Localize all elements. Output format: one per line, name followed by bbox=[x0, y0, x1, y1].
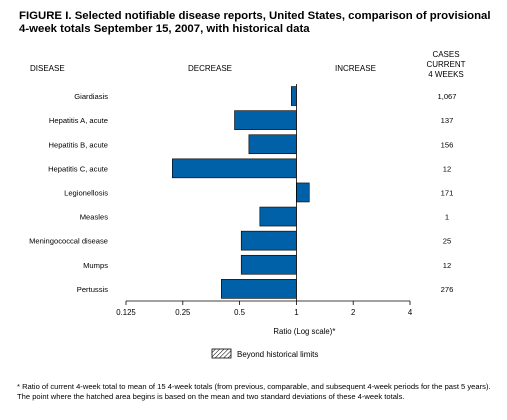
case-count-label: 1 bbox=[445, 213, 449, 222]
x-tick-label: 2 bbox=[351, 308, 355, 317]
x-axis: 0.125 0.25 0.5 1 2 4 Ratio (Log scale)* bbox=[116, 84, 413, 336]
case-count-label: 276 bbox=[441, 285, 454, 294]
category-label: Measles bbox=[80, 213, 108, 222]
category-label: Mumps bbox=[83, 261, 108, 270]
category-label: Hepatitis B, acute bbox=[48, 140, 108, 149]
footnote: * Ratio of current 4-week total to mean … bbox=[17, 382, 491, 401]
category-label: Hepatitis C, acute bbox=[48, 164, 108, 173]
category-label: Meningococcal disease bbox=[29, 237, 108, 246]
case-count-label: 137 bbox=[441, 116, 454, 125]
bar-meningococcal-disease bbox=[240, 230, 297, 251]
bar-mumps bbox=[240, 254, 297, 275]
bar-hepatitis-a-acute bbox=[234, 110, 297, 130]
bars-layer bbox=[172, 86, 310, 299]
cases-column-header: CASES CURRENT 4 WEEKS bbox=[412, 50, 480, 80]
legend-label: Beyond historical limits bbox=[237, 350, 318, 359]
cases-header-line-2: 4 WEEKS bbox=[428, 70, 464, 79]
x-tick-label: 4 bbox=[408, 308, 413, 317]
category-label: Hepatitis A, acute bbox=[49, 116, 108, 125]
x-tick-label: 0.125 bbox=[116, 308, 136, 317]
bar-legionellosis bbox=[296, 182, 310, 203]
case-count-label: 171 bbox=[441, 188, 454, 197]
legend: Beyond historical limits bbox=[211, 348, 318, 359]
category-label: Giardiasis bbox=[74, 92, 108, 101]
cases-header-line-1: CASES CURRENT bbox=[426, 50, 466, 69]
increase-header: INCREASE bbox=[335, 64, 376, 73]
category-label: Legionellosis bbox=[64, 188, 108, 197]
bar-giardiasis bbox=[291, 86, 297, 106]
disease-column-header: DISEASE bbox=[30, 64, 65, 73]
legend-swatch-hatched bbox=[211, 348, 232, 359]
case-count-label: 12 bbox=[443, 261, 451, 270]
decrease-header: DECREASE bbox=[188, 64, 233, 73]
case-count-label: 12 bbox=[443, 164, 451, 173]
bar-pertussis bbox=[221, 279, 297, 299]
case-count-label: 25 bbox=[443, 237, 451, 246]
x-tick-label: 1 bbox=[294, 308, 298, 317]
case-count-label: 1,067 bbox=[437, 92, 456, 101]
x-tick-label: 0.5 bbox=[234, 308, 246, 317]
bar-hepatitis-c-acute bbox=[172, 158, 297, 179]
bar-hepatitis-b-acute bbox=[248, 134, 297, 155]
bar-measles bbox=[259, 206, 297, 227]
chart-title: FIGURE I. Selected notifiable disease re… bbox=[19, 10, 491, 35]
labels-layer: Giardiasis 1,067 Hepatitis A, acute 137 Hepa… bbox=[29, 92, 456, 294]
category-label: Pertussis bbox=[77, 285, 108, 294]
x-axis-label: Ratio (Log scale)* bbox=[273, 327, 335, 336]
x-tick-label: 0.25 bbox=[175, 308, 191, 317]
case-count-label: 156 bbox=[441, 140, 454, 149]
